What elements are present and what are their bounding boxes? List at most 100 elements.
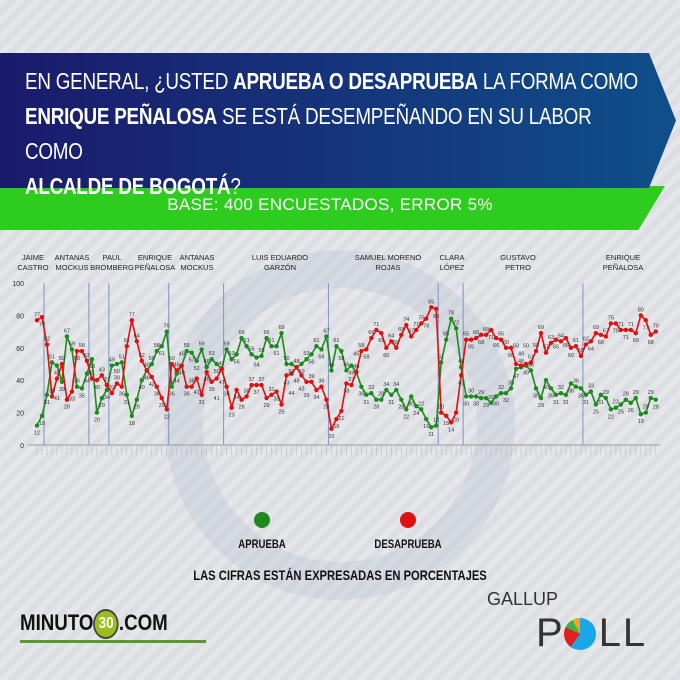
y-tick-label: 100	[12, 281, 24, 288]
desaprueba-point	[329, 426, 334, 431]
desaprueba-data-label: 71	[413, 322, 419, 328]
desaprueba-point	[274, 389, 279, 394]
aprueba-data-label: 29	[603, 390, 609, 396]
question-fragment: ENRIQUE PEÑALOSA	[25, 103, 218, 129]
aprueba-point	[453, 326, 459, 331]
desaprueba-data-label: 37	[104, 377, 110, 383]
aprueba-data-label: 36	[573, 379, 579, 385]
desaprueba-data-label: 41	[214, 396, 220, 402]
desaprueba-data-label: 43	[458, 380, 464, 386]
desaprueba-data-label: 10	[328, 434, 334, 440]
desaprueba-point	[429, 305, 434, 310]
desaprueba-data-label: 58	[79, 343, 85, 349]
aprueba-point	[149, 361, 154, 367]
aprueba-data-label: 26	[488, 395, 494, 401]
aprueba-data-label: 48	[458, 359, 464, 365]
desaprueba-point	[179, 363, 184, 368]
desaprueba-data-label: 71	[488, 335, 494, 341]
desaprueba-point	[618, 327, 624, 333]
aprueba-point	[49, 360, 55, 365]
aprueba-data-label: 28	[653, 405, 659, 411]
desaprueba-point	[409, 334, 414, 339]
desaprueba-data-label: 64	[588, 346, 594, 352]
desaprueba-data-label: 69	[538, 325, 544, 331]
desaprueba-point	[588, 339, 594, 344]
desaprueba-data-label: 31	[199, 400, 205, 406]
aprueba-point	[424, 416, 429, 422]
aprueba-data-label: 61	[159, 351, 165, 357]
desaprueba-point	[374, 327, 379, 333]
aprueba-point	[394, 387, 399, 393]
desaprueba-point	[468, 337, 474, 342]
desaprueba-data-label: 60	[383, 353, 389, 359]
desaprueba-point	[553, 337, 559, 342]
aprueba-data-label: 50	[288, 369, 294, 375]
desaprueba-data-label: 33	[273, 397, 279, 403]
aprueba-point	[64, 334, 70, 339]
aprueba-data-label: 40	[543, 385, 549, 391]
desaprueba-point	[424, 316, 429, 321]
y-tick-label: 80	[16, 313, 24, 320]
aprueba-point	[374, 397, 379, 402]
aprueba-point	[119, 360, 125, 365]
desaprueba-data-label: 39	[303, 393, 309, 399]
desaprueba-point	[74, 348, 80, 354]
desaprueba-point	[254, 382, 259, 388]
desaprueba-data-label: 25	[278, 410, 284, 416]
aprueba-point	[438, 360, 444, 365]
candidate-label: PAUL	[102, 253, 121, 262]
logo-circle: 30	[93, 609, 119, 640]
desaprueba-data-label: 68	[478, 340, 484, 346]
aprueba-data-label: 28	[398, 405, 404, 411]
candidate-label: BROMBERG	[90, 263, 134, 272]
aprueba-point	[653, 397, 658, 402]
poll-logo-text: P LL	[536, 612, 647, 654]
aprueba-data-label: 44	[174, 379, 180, 385]
aprueba-point	[89, 356, 95, 362]
aprueba-data-label: 50	[149, 356, 155, 362]
aprueba-data-label: 31	[598, 400, 604, 406]
desaprueba-point	[294, 365, 299, 370]
aprueba-data-label: 61	[244, 338, 250, 344]
desaprueba-point	[648, 332, 653, 338]
desaprueba-point	[109, 390, 115, 396]
aprueba-data-label: 25	[618, 410, 624, 416]
desaprueba-data-label: 48	[293, 378, 299, 384]
desaprueba-data-label: 38	[343, 388, 349, 394]
aprueba-data-label: 30	[468, 388, 474, 394]
desaprueba-data-label: 20	[453, 418, 459, 424]
aprueba-point	[404, 407, 409, 412]
desaprueba-data-label: 84	[433, 314, 439, 320]
desaprueba-data-label: 66	[563, 343, 569, 349]
aprueba-data-label: 34	[393, 382, 399, 388]
aprueba-data-label: 28	[373, 405, 379, 411]
desaprueba-point	[443, 413, 449, 419]
desaprueba-data-label: 43	[283, 380, 289, 386]
aprueba-data-label: 19	[638, 419, 644, 425]
desaprueba-point	[608, 321, 614, 326]
aprueba-point	[463, 394, 469, 399]
question-fragment: SE ESTÁ DESEMPEÑANDO EN SU LABOR COMO	[25, 103, 592, 164]
question-fragment: APRUEBA O DESAPRUEBA	[233, 68, 478, 94]
aprueba-data-label: 61	[313, 338, 319, 344]
aprueba-point	[334, 343, 339, 349]
desaprueba-point	[134, 339, 139, 344]
aprueba-data-label: 52	[194, 366, 200, 372]
desaprueba-point	[513, 361, 519, 367]
desaprueba-data-label: 37	[249, 377, 255, 383]
aprueba-data-label: 18	[129, 421, 135, 427]
y-tick-label: 0	[20, 443, 24, 450]
aprueba-data-label: 49	[109, 358, 115, 364]
candidate-label: SAMUEL MORENO	[355, 253, 422, 262]
question-banner	[0, 53, 676, 188]
candidate-label: ROJAS	[375, 263, 400, 272]
desaprueba-data-label: 60	[503, 340, 509, 346]
aprueba-data-label: 34	[383, 382, 389, 388]
desaprueba-data-label: 28	[239, 405, 245, 411]
aprueba-data-label: 54	[253, 363, 259, 369]
desaprueba-point	[419, 321, 424, 326]
aprueba-point	[74, 384, 80, 389]
candidate-label: LÓPEZ	[440, 263, 465, 272]
aprueba-data-label: 31	[583, 400, 589, 406]
aprueba-point	[419, 407, 424, 412]
